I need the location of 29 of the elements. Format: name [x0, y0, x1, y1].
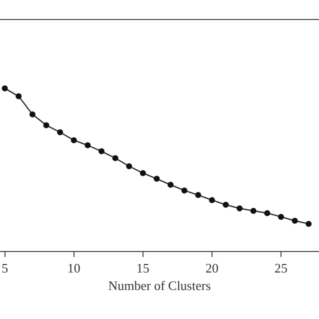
- point: [264, 210, 270, 216]
- x-tick-label: 10: [67, 260, 80, 276]
- point: [154, 176, 160, 182]
- point: [250, 208, 256, 214]
- point: [140, 170, 146, 176]
- point: [98, 148, 104, 154]
- x-tick-label: 5: [2, 260, 8, 276]
- point: [195, 192, 202, 198]
- x-tick-label: 15: [136, 260, 150, 276]
- point: [16, 93, 22, 100]
- point: [222, 202, 229, 208]
- x-tick-label: 20: [205, 260, 218, 276]
- point: [29, 111, 36, 118]
- point: [43, 122, 50, 128]
- point: [181, 187, 188, 194]
- point: [292, 218, 298, 224]
- point: [168, 182, 174, 188]
- point: [84, 142, 91, 148]
- point: [278, 214, 284, 220]
- point: [208, 197, 215, 204]
- point: [112, 155, 118, 162]
- point: [57, 129, 64, 136]
- x-tick-label: 25: [274, 260, 288, 276]
- x-axis-title: Number of Clusters: [108, 278, 211, 294]
- point: [2, 85, 8, 92]
- point: [236, 205, 243, 212]
- point: [70, 137, 77, 144]
- point: [306, 220, 312, 227]
- point: [126, 163, 132, 170]
